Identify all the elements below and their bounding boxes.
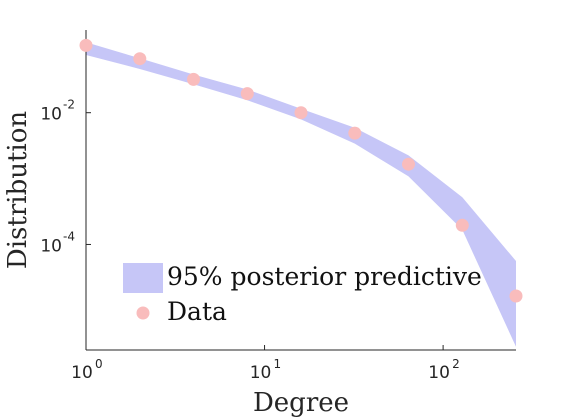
- x-axis-title: Degree: [253, 388, 349, 418]
- data-point: [348, 126, 362, 140]
- x-tick-exponent-2: 2: [452, 357, 460, 371]
- y-tick-label-0: 10: [40, 105, 62, 125]
- legend-band-swatch: [123, 263, 163, 293]
- band-layer: [86, 42, 516, 347]
- data-point: [187, 72, 200, 86]
- data-point: [509, 289, 523, 303]
- axes: [85, 30, 516, 351]
- data-point: [455, 218, 469, 232]
- posterior-predictive-band: [86, 42, 516, 347]
- data-point: [133, 52, 147, 66]
- data-point: [294, 106, 308, 120]
- ticks: 10 0 10 1 10 210 -210 -4: [40, 98, 459, 383]
- legend-data-marker: [136, 306, 150, 320]
- data-point: [240, 87, 254, 101]
- data-points: [79, 38, 523, 303]
- data-point: [402, 157, 415, 171]
- y-axis-title: Distribution: [3, 111, 33, 270]
- y-tick-label-1: 10: [40, 236, 62, 256]
- legend-data-label: Data: [167, 297, 227, 326]
- legend-band-label: 95% posterior predictive: [167, 262, 482, 291]
- x-tick-label-0: 10: [71, 363, 93, 383]
- data-point: [79, 38, 93, 52]
- x-tick-label-1: 10: [250, 363, 272, 383]
- y-tick-exponent-1: -4: [63, 229, 75, 243]
- x-tick-exponent-1: 1: [274, 357, 282, 371]
- y-tick-exponent-0: -2: [63, 98, 75, 112]
- x-tick-label-2: 10: [428, 363, 450, 383]
- x-tick-exponent-0: 0: [95, 357, 103, 371]
- legend: 95% posterior predictive Data: [123, 262, 482, 326]
